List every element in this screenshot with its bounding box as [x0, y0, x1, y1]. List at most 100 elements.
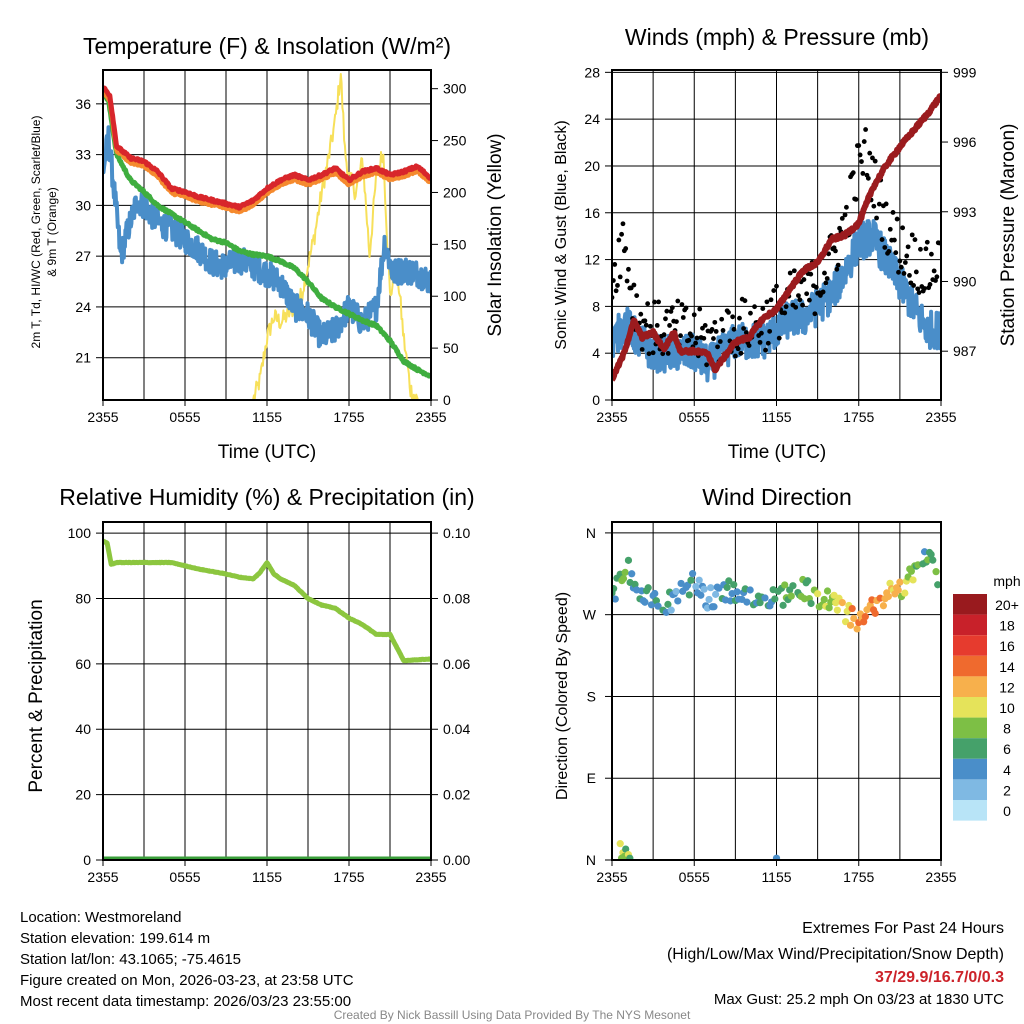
x-tick-label: 2355	[596, 869, 627, 885]
direction-point	[619, 574, 628, 583]
gust-point	[735, 346, 741, 352]
direction-point	[707, 584, 715, 592]
gust-point	[823, 280, 829, 286]
gust-point	[776, 335, 782, 341]
y-tick-label: 20	[75, 787, 91, 803]
gust-point	[800, 302, 805, 308]
direction-point	[907, 567, 915, 575]
direction-point	[934, 581, 941, 589]
gust-point	[634, 293, 640, 299]
gust-point	[738, 350, 744, 356]
gust-point	[719, 316, 725, 322]
direction-point	[929, 556, 937, 564]
direction-point	[861, 613, 869, 621]
gust-point	[867, 150, 873, 156]
gust-point	[897, 258, 903, 264]
gust-point	[650, 350, 656, 356]
direction-point	[848, 604, 856, 613]
gust-point	[742, 298, 748, 304]
y-tick-label: 28	[584, 64, 600, 80]
gust-point	[711, 336, 716, 341]
y-right-tick-label: 50	[443, 340, 459, 356]
gust-point	[732, 353, 738, 359]
x-tick-label: 2355	[925, 869, 956, 885]
direction-point	[820, 595, 828, 604]
direction-point	[651, 589, 659, 598]
y-tick-label: 30	[75, 197, 91, 213]
x-tick-label: 1155	[761, 409, 791, 425]
gust-point	[850, 170, 856, 176]
x-tick-label: 2355	[87, 409, 118, 425]
colorbar-label: 20+	[995, 597, 1019, 613]
direction-point	[850, 614, 858, 623]
direction-point	[641, 598, 649, 606]
gust-point	[767, 328, 773, 334]
direction-point	[674, 597, 682, 605]
direction-point	[733, 588, 741, 596]
y-tick-label: 24	[584, 111, 600, 127]
y-right-tick-label: 0.02	[443, 787, 470, 803]
direction-point	[644, 584, 652, 592]
x-tick-label: 1155	[252, 869, 282, 885]
direction-point	[807, 599, 815, 608]
wind-xlabel: Time (UTC)	[728, 442, 827, 463]
x-tick-label: 1755	[843, 869, 874, 885]
temp-panel: 2355 0555 1155 1755 2355 21 24 27 30 33 36 0 50 100 15…	[75, 69, 467, 425]
colorbar-swatch	[953, 635, 987, 656]
gust-point	[787, 270, 793, 276]
gust-point	[871, 203, 877, 209]
gust-point	[660, 351, 666, 357]
gust-point	[768, 297, 774, 303]
y-right-tick-label: 0.08	[443, 590, 470, 606]
y-right-tick-label: 0.04	[443, 721, 470, 737]
gust-point	[874, 215, 879, 221]
gust-point	[923, 246, 929, 252]
gust-point	[813, 284, 819, 290]
gust-point	[870, 155, 875, 161]
2m-temperature-line	[103, 85, 431, 211]
max-gust: Max Gust: 25.2 mph On 03/23 at 1830 UTC	[714, 991, 1004, 1008]
gust-point	[654, 322, 660, 328]
gust-point	[887, 226, 893, 232]
y-tick-label: 60	[75, 656, 91, 672]
gust-point	[759, 330, 764, 336]
direction-point	[896, 578, 904, 586]
gust-point	[807, 297, 812, 303]
gust-point	[680, 315, 686, 320]
colorbar-label: 6	[1003, 741, 1011, 757]
gust-point	[645, 301, 651, 307]
y-tick-label: 33	[75, 147, 91, 163]
panel-temp-title: Temperature (F) & Insolation (W/m²)	[83, 33, 451, 59]
gust-point	[667, 323, 672, 328]
direction-point	[909, 576, 917, 584]
direction-point	[664, 600, 672, 608]
direction-point	[723, 583, 731, 592]
gust-point	[853, 196, 859, 202]
gust-point	[675, 298, 681, 304]
direction-point	[725, 577, 733, 585]
direction-point	[761, 594, 769, 602]
speed-colorbar: 20+ 18 16 14 12 10 8 6 4 2 0	[953, 594, 1019, 821]
colorbar-label: 8	[1003, 721, 1011, 737]
gust-point	[720, 328, 726, 333]
station-pressure-line	[612, 93, 941, 382]
direction-point	[616, 840, 624, 848]
sonic-wind-line	[612, 219, 941, 383]
panel-wind-title: Winds (mph) & Pressure (mb)	[625, 24, 929, 50]
gust-point	[882, 245, 888, 250]
relative-humidity-line	[103, 538, 431, 664]
wind-chill-line	[103, 125, 431, 349]
y-right-tick-label: 250	[443, 133, 467, 149]
direction-point	[927, 550, 935, 559]
gust-point	[764, 299, 770, 305]
rh-data	[103, 538, 431, 860]
gust-point	[663, 316, 668, 322]
gust-point	[933, 278, 938, 283]
gust-point	[865, 175, 871, 181]
y-right-tick-label: 999	[953, 64, 977, 80]
gust-point	[839, 216, 845, 221]
gust-point	[620, 221, 626, 227]
temp-data	[103, 73, 431, 400]
